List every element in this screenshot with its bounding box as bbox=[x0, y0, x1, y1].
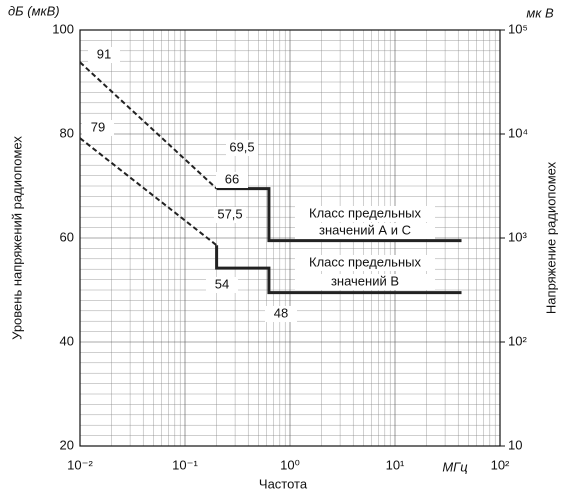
annotation-bg bbox=[295, 274, 435, 290]
x-tick-label: 10² bbox=[491, 457, 510, 472]
annotation: Класс предельных bbox=[309, 205, 421, 220]
annotation-bg bbox=[216, 172, 248, 188]
y-tick-label: 60 bbox=[60, 229, 74, 244]
y-tick-label: 20 bbox=[60, 437, 74, 452]
x-tick-label: 10¹ bbox=[386, 457, 405, 472]
y2-tick-label: 10⁴ bbox=[508, 125, 528, 140]
annotation: 48 bbox=[274, 305, 288, 320]
annotation: 66 bbox=[225, 171, 239, 186]
y2-tick-label: 10³ bbox=[508, 229, 527, 244]
annotation-bg bbox=[295, 255, 435, 271]
plot-frame bbox=[79, 29, 501, 447]
x-label: Частота bbox=[259, 476, 308, 491]
y2-unit-label: мк В bbox=[526, 5, 554, 20]
annotation-bg bbox=[214, 207, 246, 223]
annotation-bg bbox=[295, 206, 435, 222]
annotation: 57,5 bbox=[217, 206, 242, 221]
annotation-bg bbox=[295, 223, 435, 239]
y-tick-label: 100 bbox=[52, 21, 74, 36]
y-tick-label: 80 bbox=[60, 125, 74, 140]
annotation: 79 bbox=[91, 119, 105, 134]
annotation: 91 bbox=[97, 46, 111, 61]
x-tick-label: 10⁻¹ bbox=[172, 457, 198, 472]
x-unit-label: МГц bbox=[442, 459, 467, 474]
y2-tick-label: 10 bbox=[508, 437, 522, 452]
annotation: 54 bbox=[215, 276, 229, 291]
annotation: 69,5 bbox=[229, 139, 254, 154]
x-tick-label: 10⁰ bbox=[280, 457, 300, 472]
y2-tick-label: 10² bbox=[508, 333, 527, 348]
annotation-bg bbox=[226, 140, 258, 156]
series-line bbox=[79, 137, 218, 247]
series-line bbox=[79, 61, 218, 190]
y2-tick-label: 10⁵ bbox=[508, 21, 528, 36]
series-line bbox=[215, 245, 462, 295]
y-unit-label: дБ (мкВ) bbox=[8, 3, 60, 18]
series-line bbox=[216, 187, 462, 243]
annotation-bg bbox=[265, 306, 297, 322]
annotation-bg bbox=[82, 120, 114, 136]
annotation: Класс предельных bbox=[309, 254, 421, 269]
annotation-bg bbox=[206, 277, 238, 293]
y2-label: Напряжение радиопомех bbox=[543, 161, 558, 314]
y-label: Уровень напряжений радиопомех bbox=[9, 136, 24, 340]
x-tick-label: 10⁻² bbox=[67, 457, 93, 472]
annotation-bg bbox=[88, 47, 120, 63]
y-tick-label: 40 bbox=[60, 333, 74, 348]
annotation: значений А и С bbox=[319, 222, 411, 237]
annotation: значений В bbox=[331, 273, 399, 288]
